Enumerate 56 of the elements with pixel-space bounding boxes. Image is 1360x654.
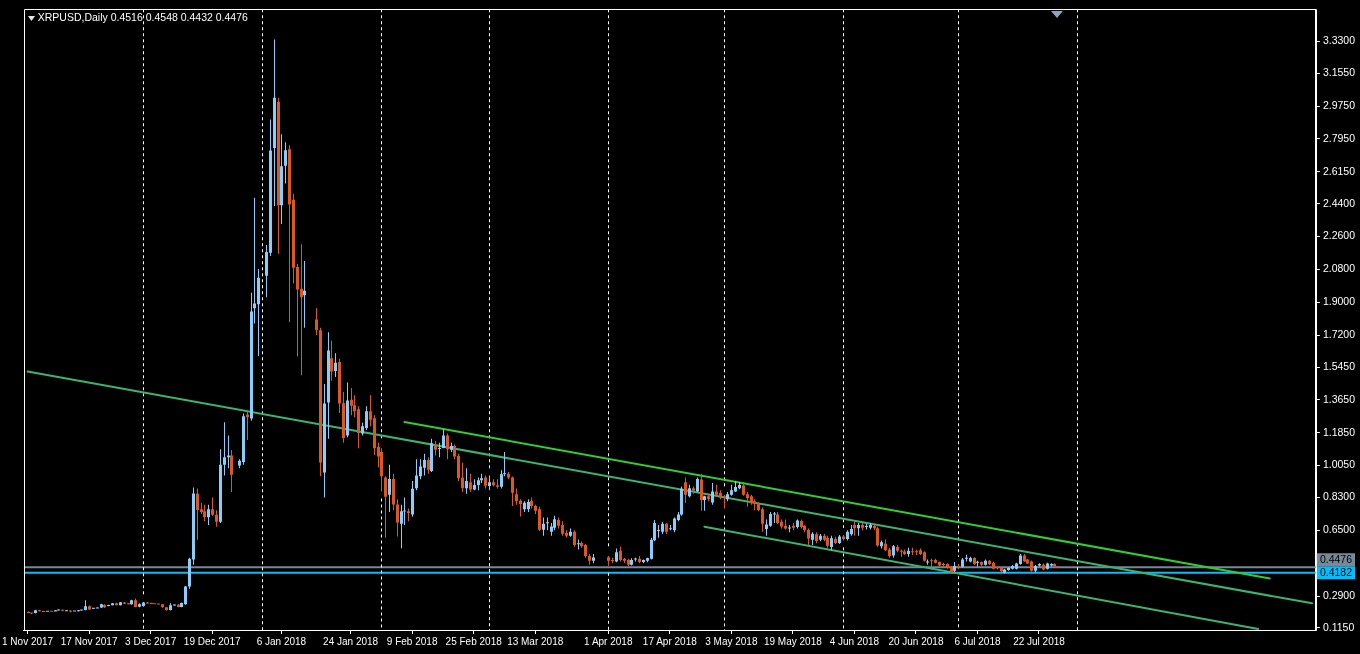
candlestick (788, 524, 791, 533)
x-tick-label: 1 Nov 2017 (2, 635, 54, 647)
ref-line-label: 0.4476 (1319, 553, 1353, 566)
y-tick-label: 1.1850 (1322, 425, 1356, 438)
y-tick-label: 1.7200 (1322, 327, 1356, 340)
x-tick-label: 9 Feb 2018 (386, 635, 438, 647)
x-tick-label: 19 May 2018 (763, 635, 823, 647)
candlestick (407, 508, 410, 522)
ref-line-label: 0.4182 (1319, 566, 1353, 579)
y-tick-label: 3.1550 (1322, 66, 1356, 79)
y-tick-label: 0.8300 (1322, 490, 1356, 503)
x-tick-label: 3 Dec 2017 (125, 635, 177, 647)
x-tick-label: 1 Apr 2018 (584, 635, 633, 647)
candlestick (577, 539, 580, 550)
chart-title: XRPUSD,Daily 0.4516 0.4548 0.4432 0.4476 (37, 11, 249, 24)
y-tick-label: 2.2600 (1322, 229, 1356, 242)
x-tick-label: 4 Jun 2018 (829, 635, 880, 647)
x-tick-label: 19 Dec 2017 (183, 635, 241, 647)
x-tick-label: 24 Jan 2018 (323, 635, 379, 647)
candlestick (773, 512, 776, 524)
y-tick-label: 2.0800 (1322, 262, 1356, 275)
x-tick-label: 20 Jun 2018 (888, 635, 944, 647)
candlestick (930, 558, 933, 570)
candlestick (303, 260, 306, 328)
y-tick-label: 2.4400 (1322, 196, 1356, 209)
x-tick-label: 25 Feb 2018 (445, 635, 503, 647)
x-tick-label: 3 May 2018 (705, 635, 758, 647)
y-tick-label: 3.3300 (1322, 34, 1356, 47)
x-tick-label: 17 Nov 2017 (60, 635, 118, 647)
y-tick-label: 0.1150 (1322, 620, 1355, 633)
y-tick-label: 1.3650 (1322, 392, 1356, 405)
y-tick-label: 1.5450 (1322, 359, 1356, 372)
y-tick-label: 2.6150 (1322, 164, 1356, 177)
candlestick (980, 561, 983, 566)
y-tick-label: 0.2900 (1322, 588, 1356, 601)
candlestick (715, 484, 718, 496)
candlestick (911, 547, 914, 555)
candlestick (223, 422, 226, 476)
y-tick-label: 0.6500 (1322, 523, 1356, 536)
y-tick-label: 1.9000 (1322, 295, 1356, 308)
x-tick-label: 6 Jul 2018 (954, 635, 1001, 647)
candlestick (246, 411, 249, 441)
candlestick (138, 603, 141, 608)
candlestick (300, 244, 303, 376)
x-tick-label: 6 Jan 2018 (256, 635, 307, 647)
y-tick-label: 1.0050 (1322, 458, 1356, 471)
candlestick (607, 555, 610, 566)
x-tick-label: 22 Jul 2018 (1013, 635, 1066, 647)
y-tick-label: 2.9750 (1322, 98, 1356, 111)
candlestick (227, 435, 230, 469)
x-tick-label: 13 Mar 2018 (507, 635, 564, 647)
y-tick-label: 2.7950 (1322, 131, 1356, 144)
candlestick (657, 524, 660, 538)
candlestick (496, 479, 499, 489)
x-tick-label: 17 Apr 2018 (642, 635, 698, 647)
candlestick (900, 549, 903, 557)
